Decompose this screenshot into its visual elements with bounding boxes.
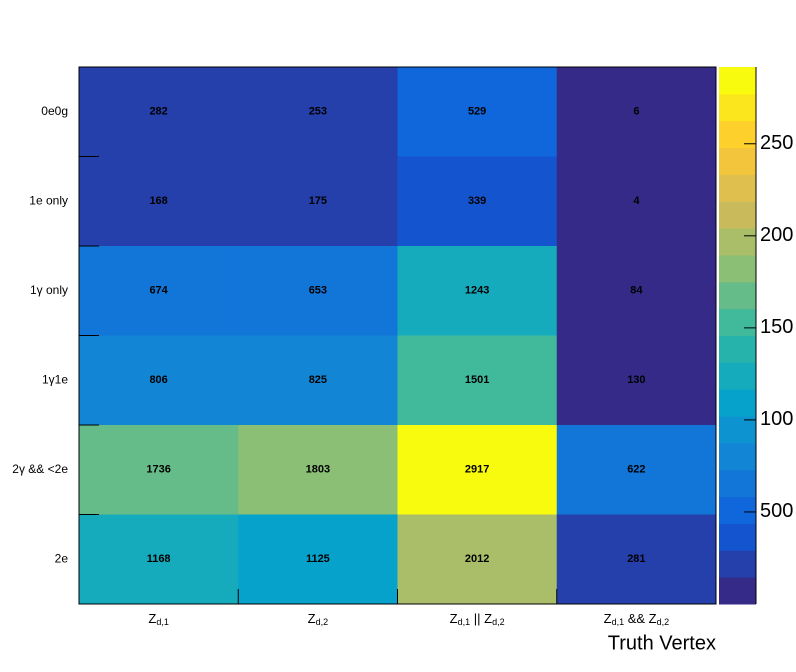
heatmap-cell <box>556 335 717 426</box>
colorbar-tick-label: 250 <box>760 132 793 154</box>
heatmap-cell <box>79 67 239 157</box>
colorbar-band <box>719 67 756 95</box>
y-tick-label: 0e0g <box>41 104 68 118</box>
colorbar-band <box>719 281 756 310</box>
heatmap-cell <box>238 335 398 426</box>
heatmap-cell <box>397 156 558 247</box>
heatmap-cell <box>556 246 717 336</box>
cell-label: 653 <box>309 285 327 297</box>
heatmap-cell <box>238 514 398 605</box>
heatmap-cell <box>238 246 398 336</box>
heatmap-cell <box>397 335 558 426</box>
heatmap-cell <box>79 246 239 336</box>
heatmap-cell <box>79 156 239 247</box>
cell-label: 622 <box>627 464 645 476</box>
colorbar-tick-label: 500 <box>760 500 793 522</box>
cell-label: 2917 <box>465 464 489 476</box>
colorbar-band <box>719 469 756 498</box>
y-tick-label: 1γ only <box>30 283 68 297</box>
heatmap-cell <box>556 156 717 247</box>
colorbar-tick-label: 200 <box>760 224 793 246</box>
cell-label: 6 <box>633 106 639 118</box>
cell-label: 1803 <box>306 464 330 476</box>
colorbar-tick-label: 100 <box>760 408 793 430</box>
cell-label: 168 <box>149 195 167 207</box>
heatmap-cell <box>238 425 398 515</box>
colorbar-band <box>719 93 756 122</box>
colorbar-band <box>719 577 756 605</box>
y-tick-label: 2γ && <2e <box>12 462 68 476</box>
heatmap-cell <box>238 156 398 247</box>
heatmap-cell <box>397 67 558 157</box>
cell-label: 175 <box>309 195 327 207</box>
cell-label: 282 <box>149 106 167 118</box>
colorbar-tick-label: 150 <box>760 316 793 338</box>
x-tick-label: Zd,1 && Zd,2 <box>604 611 670 627</box>
y-tick-label: 2e <box>55 551 69 565</box>
heatmap-cell <box>397 514 558 605</box>
heatmap-cell <box>79 335 239 426</box>
colorbar-band <box>719 201 756 229</box>
cell-label: 674 <box>149 285 168 297</box>
cell-label: 1125 <box>306 553 330 565</box>
x-tick-label: Zd,2 <box>308 611 328 627</box>
colorbar-band <box>719 496 756 524</box>
cell-label: 1168 <box>147 553 171 565</box>
cell-label: 529 <box>468 106 486 118</box>
colorbar-band <box>719 308 756 336</box>
colorbar-band <box>719 335 756 363</box>
colorbar-band <box>719 442 756 471</box>
colorbar-band <box>719 523 756 551</box>
colorbar-band <box>719 362 756 390</box>
cell-label: 253 <box>309 106 327 118</box>
cell-label: 1736 <box>146 464 170 476</box>
cell-label: 4 <box>633 195 640 207</box>
y-tick-label: 1γ1e <box>42 372 68 386</box>
x-tick-label: Zd,1 || Zd,2 <box>450 611 505 627</box>
x-tick-label: Zd,1 <box>148 611 168 627</box>
colorbar-band <box>719 550 756 578</box>
heatmap-cell <box>556 425 717 515</box>
cell-label: 825 <box>309 374 327 386</box>
cell-label: 806 <box>149 374 167 386</box>
heatmap-cell <box>79 514 239 605</box>
colorbar-band <box>719 416 756 444</box>
colorbar-band <box>719 174 756 202</box>
heatmap-cell <box>238 67 398 157</box>
heatmap-cell <box>556 514 717 605</box>
cell-label: 281 <box>627 553 645 565</box>
cell-label: 130 <box>627 374 645 386</box>
colorbar-band <box>719 254 756 283</box>
cell-label: 1243 <box>465 285 489 297</box>
cell-label: 2012 <box>465 553 489 565</box>
y-tick-label: 1e only <box>29 193 68 207</box>
heatmap-cell <box>79 425 239 515</box>
x-axis-title: Truth Vertex <box>608 632 716 654</box>
colorbar-band <box>719 389 756 417</box>
cell-label: 84 <box>630 285 643 297</box>
colorbar-band <box>719 228 756 256</box>
heatmap-cell <box>556 67 717 157</box>
cell-label: 1501 <box>465 374 489 386</box>
heatmap-cell <box>397 246 558 336</box>
cell-label: 339 <box>468 195 486 207</box>
colorbar-band <box>719 147 756 175</box>
heatmap-cell <box>397 425 558 515</box>
